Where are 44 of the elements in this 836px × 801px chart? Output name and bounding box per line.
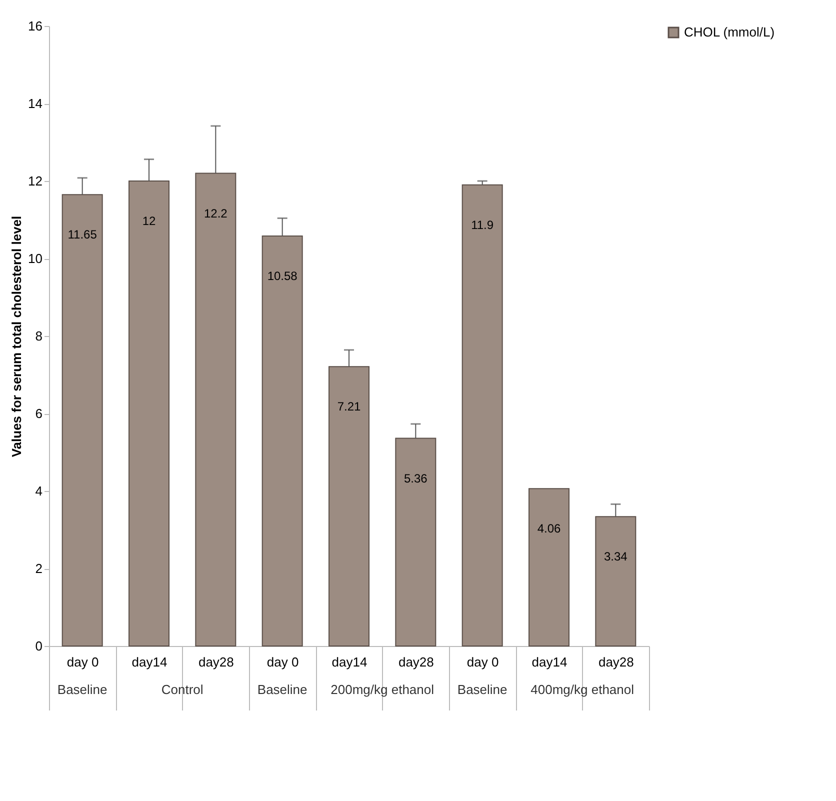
y-tick-label: 4 [35, 484, 42, 498]
bar [462, 184, 503, 646]
data-label: 11.65 [68, 228, 98, 242]
text: Baseline [457, 682, 508, 697]
y-axis-title: Values for serum total cholesterol level [9, 216, 24, 458]
data-label: 12.2 [204, 206, 228, 220]
data-label: 4.06 [537, 522, 561, 536]
data-label: 10.58 [267, 269, 298, 284]
y-tick-label: 0 [35, 638, 42, 654]
text: Baseline [257, 682, 308, 697]
bar [62, 194, 103, 646]
y-tick-label: 8 [35, 328, 42, 344]
x-tick-label: day 0 [66, 654, 99, 670]
text: 200mg/kg ethanol [330, 682, 434, 697]
text: 400mg/kg ethanol [530, 682, 634, 697]
y-tick-label: 2 [35, 561, 42, 576]
bar [128, 180, 170, 646]
data-label: 7.21 [337, 400, 361, 414]
text: Control [161, 682, 204, 697]
bar [528, 488, 570, 646]
x-tick-label: day14 [332, 654, 368, 670]
text: Baseline [57, 682, 108, 697]
x-tick-label: day 0 [266, 654, 299, 670]
x-tick-label: day28 [398, 654, 434, 670]
x-tick-label: day 0 [466, 654, 499, 670]
x-tick-label: day14 [132, 654, 168, 670]
bar [395, 438, 436, 646]
legend-label: CHOL (mmol/L) [684, 24, 775, 40]
y-tick-label: 6 [35, 406, 42, 421]
data-label: 3.34 [604, 550, 628, 564]
x-tick-label: day28 [198, 654, 234, 670]
x-tick-label: day14 [532, 654, 568, 670]
bar [195, 172, 236, 646]
data-label: 11.9 [471, 218, 494, 232]
x-tick-label: day28 [598, 654, 634, 670]
y-tick-label: 16 [28, 18, 42, 34]
bar [328, 366, 370, 646]
data-label: 5.36 [404, 471, 428, 486]
y-tick-label: 12 [28, 174, 42, 188]
y-tick-label: 10 [28, 251, 42, 266]
bar [595, 516, 636, 646]
y-tick-label: 14 [28, 96, 42, 111]
data-label: 12 [142, 214, 156, 228]
bar [262, 236, 303, 646]
